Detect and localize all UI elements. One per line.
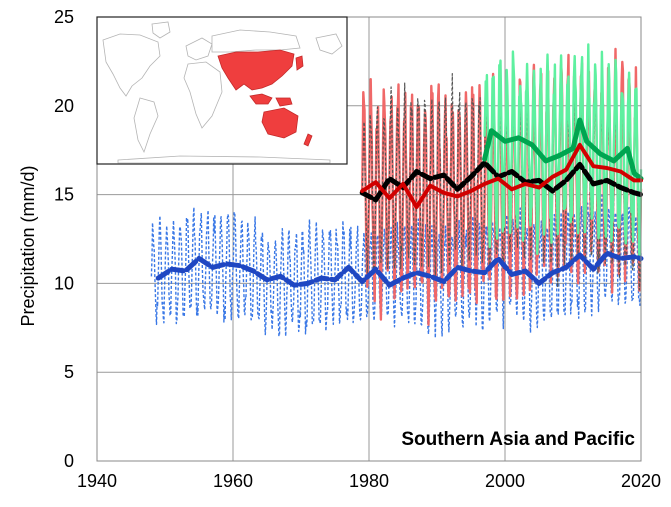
series-green-smooth — [482, 117, 644, 182]
highlighted-region — [217, 49, 313, 147]
series-blue-monthly — [150, 194, 642, 339]
inset-map — [96, 16, 348, 165]
series-black-smooth — [359, 160, 644, 203]
x-tick-label: 2000 — [485, 471, 525, 491]
x-tick-label: 1960 — [213, 471, 253, 491]
region-annotation: Southern Asia and Pacific — [401, 429, 635, 450]
x-tick-label: 1940 — [77, 471, 117, 491]
y-axis-label: Precipitation (mm/d) — [18, 165, 38, 326]
y-tick-label: 10 — [54, 273, 74, 293]
series-green-monthly — [483, 43, 643, 257]
y-tick-label: 25 — [54, 7, 74, 27]
series-layer — [150, 43, 644, 339]
axes-labels: 1940 1960 1980 2000 2020 0 5 10 15 20 25 — [54, 7, 661, 491]
plot-frame — [96, 16, 642, 462]
series-blue-smooth — [155, 250, 644, 288]
y-tick-label: 20 — [54, 96, 74, 116]
world-outline — [102, 21, 343, 164]
x-tick-label: 2020 — [621, 471, 661, 491]
y-tick-label: 0 — [64, 451, 74, 471]
series-red-smooth — [360, 142, 643, 209]
y-tick-label: 15 — [54, 185, 74, 205]
y-tick-label: 5 — [64, 362, 74, 382]
x-tick-label: 1980 — [349, 471, 389, 491]
